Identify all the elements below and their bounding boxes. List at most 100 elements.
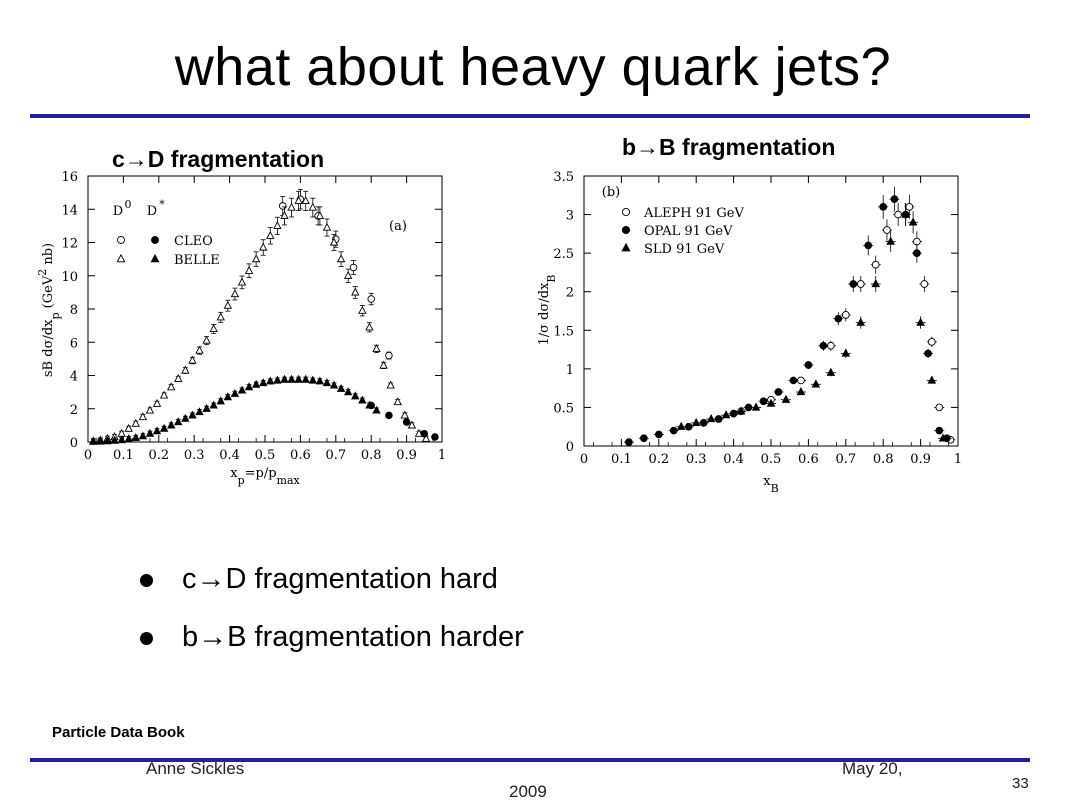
data-point bbox=[386, 380, 395, 389]
y-tick-label: 2.5 bbox=[553, 247, 574, 262]
data-point bbox=[138, 431, 148, 440]
data-point bbox=[901, 209, 910, 218]
data-point bbox=[287, 374, 296, 383]
data-point bbox=[336, 254, 346, 263]
data-point bbox=[841, 311, 850, 319]
data-point bbox=[96, 436, 105, 445]
data-point bbox=[400, 410, 410, 419]
data-point bbox=[927, 338, 936, 346]
data-point bbox=[365, 322, 374, 331]
y-tick-label: 2 bbox=[70, 403, 78, 418]
legend-header-dstar-sup: * bbox=[159, 198, 165, 211]
left-chart-title: c→D fragmentation bbox=[112, 146, 325, 172]
data-point bbox=[385, 351, 393, 360]
data-point bbox=[150, 253, 160, 263]
data-point bbox=[117, 236, 125, 244]
legend-header-dstar: D bbox=[147, 204, 157, 219]
data-point bbox=[736, 406, 746, 415]
data-point bbox=[621, 242, 631, 252]
data-point bbox=[826, 367, 836, 376]
legend-label: SLD 91 GeV bbox=[644, 242, 725, 257]
y-axis-label-sub: p bbox=[49, 312, 62, 319]
data-point bbox=[343, 270, 353, 279]
data-point bbox=[230, 289, 240, 298]
data-point bbox=[124, 434, 133, 443]
data-point bbox=[621, 207, 631, 217]
data-point bbox=[669, 426, 678, 435]
data-point bbox=[924, 349, 932, 358]
x-axis-label-sub: B bbox=[771, 482, 779, 495]
y-tick-label: 0.5 bbox=[553, 401, 574, 416]
data-point bbox=[935, 403, 944, 412]
data-point bbox=[166, 420, 176, 429]
data-point bbox=[301, 196, 310, 205]
x-tick-label: 1 bbox=[438, 448, 446, 463]
data-point bbox=[145, 405, 155, 414]
y-tick-label: 1 bbox=[566, 363, 574, 378]
x-tick-label: 0.3 bbox=[686, 452, 707, 467]
data-point bbox=[691, 417, 701, 427]
series-group bbox=[278, 189, 393, 360]
data-point bbox=[774, 388, 783, 396]
data-point bbox=[351, 287, 360, 296]
y-tick-label: 0 bbox=[70, 436, 78, 451]
data-point bbox=[336, 383, 346, 392]
data-point bbox=[920, 280, 929, 288]
data-point bbox=[781, 394, 791, 403]
data-point bbox=[908, 217, 918, 226]
data-point bbox=[244, 265, 254, 274]
y-tick-label: 4 bbox=[70, 370, 78, 385]
data-point bbox=[152, 426, 162, 435]
y-axis-label-sup: 2 bbox=[36, 269, 49, 276]
data-point bbox=[879, 203, 888, 211]
data-point bbox=[216, 312, 225, 321]
x-tick-label: 0.1 bbox=[113, 448, 134, 463]
legend-label: OPAL 91 GeV bbox=[644, 224, 733, 239]
data-point bbox=[385, 411, 393, 420]
data-point bbox=[230, 388, 240, 397]
data-point bbox=[124, 423, 133, 432]
data-point bbox=[131, 432, 140, 441]
data-point bbox=[188, 355, 197, 364]
data-point bbox=[301, 374, 310, 383]
data-point bbox=[237, 277, 247, 286]
data-point bbox=[151, 236, 159, 244]
data-point bbox=[294, 196, 303, 205]
data-point bbox=[699, 419, 708, 427]
series-group bbox=[676, 203, 949, 442]
data-point bbox=[856, 280, 865, 288]
data-point bbox=[789, 376, 798, 385]
y-tick-label: 12 bbox=[61, 237, 78, 252]
x-axis-label-sub2: max bbox=[277, 474, 301, 487]
legend-label: ALEPH 91 GeV bbox=[643, 206, 744, 221]
data-point bbox=[166, 382, 176, 391]
data-point bbox=[174, 417, 183, 426]
y-tick-label: 3.5 bbox=[553, 170, 574, 185]
x-tick-label: 0.6 bbox=[290, 448, 311, 463]
data-point bbox=[209, 400, 218, 409]
data-point bbox=[431, 433, 439, 441]
y-axis-label-sub: B bbox=[545, 275, 558, 283]
data-point bbox=[152, 398, 162, 407]
data-point bbox=[811, 379, 821, 388]
data-point bbox=[103, 436, 112, 445]
x-tick-label: 0.3 bbox=[184, 448, 205, 463]
data-point bbox=[358, 305, 367, 314]
title-divider bbox=[30, 114, 1030, 118]
data-point bbox=[131, 418, 140, 427]
footer-author: Anne Sickles bbox=[146, 759, 245, 778]
data-point bbox=[181, 413, 190, 422]
x-tick-label: 0.7 bbox=[325, 448, 346, 463]
data-point bbox=[407, 420, 417, 429]
x-tick-label: 0.8 bbox=[873, 452, 894, 467]
x-tick-label: 0.4 bbox=[723, 452, 744, 467]
x-tick-label: 0.4 bbox=[219, 448, 240, 463]
x-tick-label: 0.1 bbox=[611, 452, 632, 467]
data-point bbox=[349, 263, 358, 272]
y-axis-label-units2: nb) bbox=[41, 243, 56, 269]
data-point bbox=[420, 429, 429, 438]
data-point bbox=[759, 397, 768, 406]
data-point bbox=[195, 345, 204, 354]
x-axis-label: xB bbox=[763, 474, 778, 495]
